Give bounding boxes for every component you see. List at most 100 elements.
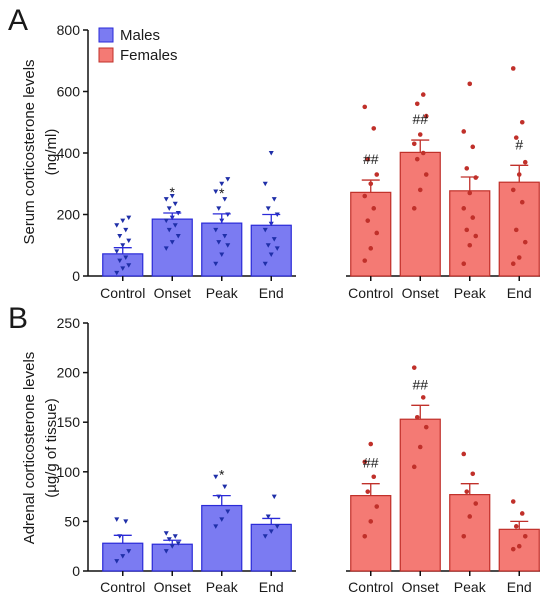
data-point <box>262 261 268 267</box>
data-point <box>420 150 426 156</box>
x-tick-label: Peak <box>206 579 239 595</box>
panel-label: B <box>8 302 28 335</box>
bar-females-end <box>498 181 540 277</box>
bar-females-control <box>350 191 392 277</box>
data-point <box>169 194 175 199</box>
data-point <box>365 156 371 162</box>
data-point <box>262 181 268 187</box>
data-point <box>114 270 120 276</box>
x-tick-label: End <box>507 285 532 301</box>
y-axis-label: (µg/g of tissue) <box>43 398 60 498</box>
data-point <box>513 135 519 140</box>
data-point <box>362 533 368 539</box>
data-point <box>265 243 271 248</box>
data-point <box>513 524 519 529</box>
data-point <box>371 126 377 131</box>
bar-females-peak <box>449 494 491 572</box>
x-tick-label: Onset <box>154 285 191 301</box>
data-point <box>163 531 169 536</box>
data-point <box>423 424 429 430</box>
data-point <box>510 187 516 193</box>
data-point <box>172 223 178 228</box>
data-point <box>216 240 222 245</box>
data-point <box>461 533 467 539</box>
significance-label: # <box>515 136 523 152</box>
data-point <box>473 501 479 506</box>
x-tick-label: Onset <box>402 285 439 301</box>
data-point <box>368 441 374 447</box>
data-point <box>222 234 228 239</box>
data-point <box>519 199 525 205</box>
data-point <box>265 514 271 519</box>
data-point <box>219 517 225 522</box>
data-point <box>414 414 420 420</box>
data-point <box>262 534 268 539</box>
bar-females-onset <box>399 418 441 572</box>
data-point <box>166 206 172 211</box>
data-point <box>464 166 470 171</box>
data-point <box>114 249 120 254</box>
data-point <box>225 212 231 217</box>
data-point <box>516 543 522 549</box>
x-tick-label: Peak <box>206 285 239 301</box>
data-point <box>126 238 132 244</box>
data-point <box>414 101 420 107</box>
data-point <box>175 234 181 239</box>
data-point <box>417 132 423 137</box>
y-tick-label: 200 <box>57 365 81 381</box>
significance-label: ## <box>412 376 428 392</box>
data-point <box>464 489 470 494</box>
data-point <box>470 144 476 150</box>
data-point <box>268 252 274 257</box>
panel-b: B 0 50 100 150 200 250 Adrenal corticosterone l… <box>8 302 540 595</box>
y-axis-label: Serum corticosterone levels <box>21 59 38 244</box>
data-point <box>374 172 380 177</box>
data-point <box>423 172 429 177</box>
data-point <box>411 141 417 147</box>
data-point <box>417 187 423 193</box>
data-point <box>225 243 231 248</box>
data-point <box>365 218 371 223</box>
data-point <box>219 181 225 187</box>
bar-males-peak <box>201 504 243 572</box>
data-point <box>120 554 126 559</box>
x-tick-label: Control <box>348 579 393 595</box>
data-point <box>411 464 417 470</box>
data-point <box>114 517 120 522</box>
data-point <box>126 263 132 268</box>
data-point <box>175 541 181 546</box>
legend-label-females: Females <box>120 47 178 64</box>
data-point <box>420 395 426 400</box>
y-tick-label: 0 <box>72 563 80 579</box>
data-point <box>126 215 132 221</box>
data-point <box>271 237 277 242</box>
data-point <box>265 206 271 211</box>
significance-label: ## <box>412 111 428 127</box>
data-point <box>473 233 479 239</box>
data-point <box>169 544 175 549</box>
data-point <box>417 444 423 450</box>
data-point <box>274 524 280 529</box>
data-point <box>371 206 377 211</box>
x-tick-label: Peak <box>454 579 487 595</box>
data-point <box>222 484 228 490</box>
bar-males-onset <box>151 218 193 277</box>
data-point <box>213 474 219 480</box>
data-point <box>374 504 380 509</box>
data-point <box>470 215 476 220</box>
data-point <box>519 119 525 125</box>
data-point <box>510 66 516 71</box>
data-point <box>172 201 178 207</box>
data-point <box>368 246 374 251</box>
x-tick-label: Control <box>348 285 393 301</box>
data-point <box>467 190 473 196</box>
y-axis-label: Adrenal corticosterone levels <box>21 352 38 545</box>
data-point <box>470 471 476 477</box>
data-point <box>222 197 228 202</box>
data-point <box>120 266 126 271</box>
data-point <box>225 509 231 514</box>
significance-label: * <box>219 185 225 201</box>
data-point <box>368 519 374 524</box>
data-point <box>423 113 429 119</box>
data-point <box>362 258 368 263</box>
